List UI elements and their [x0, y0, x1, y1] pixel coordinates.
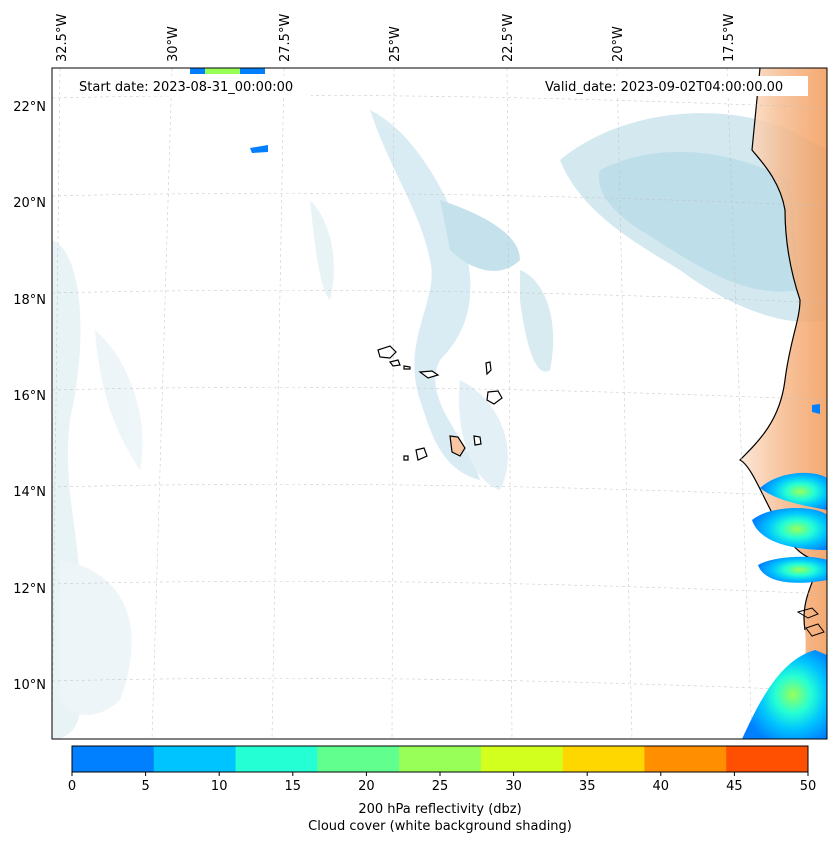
colorbar-tick-label-5: 25 — [432, 779, 449, 794]
map-border — [51, 67, 828, 740]
start-date-label: Start date: 2023-08-31_00:00:00 — [79, 80, 293, 95]
lon-label-25w: 25°W — [388, 26, 403, 62]
colorbar-tick-label-9: 45 — [726, 779, 743, 794]
coast-fragment-1 — [796, 607, 825, 637]
colorbar-segment-1 — [153, 746, 237, 772]
lat-label-18n: 18°N — [13, 293, 46, 308]
lat-label-22n: 22°N — [13, 100, 46, 115]
lon-label-32-5w: 32.5°W — [55, 14, 70, 62]
colorbar-segment-7 — [644, 746, 727, 772]
lat-label-14n: 14°N — [13, 485, 46, 500]
lon-label-20w: 20°W — [611, 26, 626, 62]
coastline — [738, 68, 821, 631]
colorbar-tick-label-10: 50 — [800, 779, 817, 794]
colorbar-tick-label-8: 40 — [653, 779, 670, 794]
reflectivity-cells — [190, 68, 827, 739]
colorbar-tick-label-1: 5 — [141, 779, 149, 794]
lon-label-30w: 30°W — [166, 26, 181, 62]
colorbar-tick-label-3: 15 — [285, 779, 302, 794]
lat-label-12n: 12°N — [13, 582, 46, 597]
lon-label-27-5w: 27.5°W — [278, 14, 293, 62]
colorbar-tick-label-2: 10 — [211, 779, 228, 794]
gridlines — [52, 68, 827, 739]
colorbar-segment-2 — [235, 746, 318, 772]
longitude-labels: 32.5°W 30°W 27.5°W 25°W 22.5°W 20°W 17.5… — [55, 14, 737, 62]
lat-label-20n: 20°N — [13, 196, 46, 211]
map-content — [52, 68, 827, 739]
valid-date-box — [538, 76, 808, 96]
colorbar-label-line1: 200 hPa reflectivity (dbz) — [358, 802, 521, 817]
lat-label-10n: 10°N — [13, 678, 46, 693]
colorbar-segment-4 — [399, 746, 482, 772]
colorbar-segment-0 — [72, 746, 155, 772]
colorbar-segment-6 — [562, 746, 645, 772]
colorbar: 0 5 10 15 20 25 30 35 40 45 50 — [68, 745, 817, 794]
start-date-box — [73, 76, 311, 96]
colorbar-tick-label-7: 35 — [579, 779, 596, 794]
colorbar-tick-label-4: 20 — [358, 779, 375, 794]
cloud-cover-shading — [52, 110, 827, 739]
colorbar-label-line2: Cloud cover (white background shading) — [308, 819, 572, 834]
west-africa-land — [740, 68, 827, 739]
lon-label-17-5w: 17.5°W — [722, 14, 737, 62]
latitude-labels: 22°N 20°N 18°N 16°N 14°N 12°N 10°N — [13, 100, 46, 693]
cape-verde-islands — [377, 345, 503, 461]
colorbar-tick-label-6: 30 — [505, 779, 522, 794]
colorbar-segment-3 — [317, 746, 400, 772]
colorbar-tick-label-0: 0 — [68, 779, 76, 794]
valid-date-label: Valid_date: 2023-09-02T04:00:00.00 — [545, 80, 783, 95]
lon-label-22-5w: 22.5°W — [501, 14, 516, 62]
colorbar-segment-8 — [726, 746, 809, 772]
lat-label-16n: 16°N — [13, 389, 46, 404]
colorbar-segment-5 — [480, 746, 564, 772]
